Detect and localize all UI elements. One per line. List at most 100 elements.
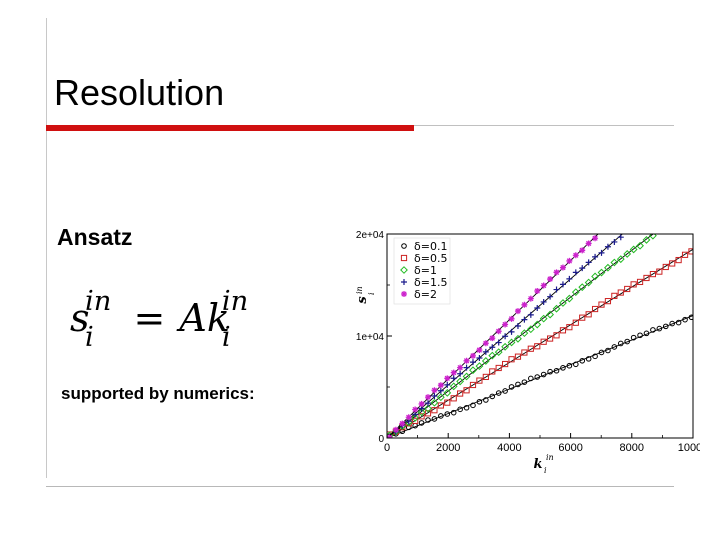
point-0-5-23 [534,343,541,350]
point-0-5-29 [572,319,579,326]
point-1-5-31 [585,259,592,266]
point-1-30 [578,283,587,292]
slide-frame-left [46,18,47,478]
point-0-5-28 [566,324,573,331]
x-tick-label-4: 8000 [620,442,644,454]
point-0-5-43 [662,263,669,271]
point-2-27 [559,264,566,271]
point-1-4 [411,413,420,422]
point-0-5-32 [591,305,599,313]
point-2-16 [489,335,496,342]
point-1-26 [552,304,561,313]
point-0-1-9 [444,411,451,417]
point-1-19 [507,338,516,347]
point-1-5-29 [572,269,579,276]
y-axis-label-sub: i [367,292,376,295]
point-0-1-14 [476,398,483,405]
point-1-25 [546,310,555,319]
point-0-5-30 [579,314,586,321]
legend-marker-4 [401,291,407,297]
point-0-5-47 [688,248,693,255]
point-0-1-27 [560,365,566,371]
point-0-5-35 [611,292,618,299]
x-tick-label-0: 0 [384,442,390,454]
point-0-1-25 [547,368,553,375]
point-0-5-33 [598,301,605,308]
point-2-2 [399,420,406,427]
point-1-31 [584,278,593,287]
point-0-5-27 [559,327,567,334]
point-0-1-13 [470,402,476,409]
point-1-5-11 [457,370,464,377]
point-1-12 [462,372,471,381]
point-0-1-11 [457,406,463,413]
point-2-22 [527,295,534,302]
point-2-29 [572,252,579,259]
point-0-1-8 [438,413,444,419]
point-1-5-36 [617,234,624,241]
point-2-5 [418,400,425,407]
point-0-1-12 [463,404,470,411]
point-0-5-45 [675,256,682,264]
formula: s in i = Ak in i [70,286,266,360]
point-0-1-31 [585,356,592,362]
point-1-34 [604,263,612,272]
point-1-5-26 [553,286,560,293]
point-1-10 [449,382,458,391]
legend-label-0: δ=0.1 [414,240,447,253]
point-2-1 [392,426,399,433]
point-1-41 [649,234,657,240]
formula-A: A [179,296,207,340]
point-1-5-22 [527,311,534,318]
point-1-5-35 [611,238,618,245]
point-0-1-15 [483,397,489,403]
point-0-5-19 [508,356,515,363]
legend-label-1: δ=0.5 [414,252,447,265]
formula-k: k [206,296,230,340]
point-1-18 [501,342,510,351]
point-0-5-13 [469,381,477,389]
fit-line-1-5 [387,234,624,438]
point-1-40 [642,236,651,244]
point-0-1-7 [431,416,438,422]
point-1-33 [597,268,606,277]
point-0-5-41 [649,270,657,278]
formula-rhs-sup: in [221,286,249,317]
point-2-19 [508,315,515,322]
point-2-13 [469,352,476,359]
point-0-5-8 [437,402,444,409]
point-2-0 [387,434,393,438]
point-0-1-35 [611,344,618,350]
point-0-1-18 [502,388,508,394]
point-0-5-37 [624,285,631,293]
support-text: supported by numerics: [61,384,255,403]
point-0-1-39 [637,332,643,339]
point-0-5-17 [495,364,502,372]
point-0-1-30 [579,357,586,364]
point-0-5-38 [630,281,637,288]
point-0-5-4 [412,417,419,424]
point-0-1-10 [450,409,457,416]
point-1-36 [616,255,625,264]
point-0-5-5 [418,413,425,420]
point-1-6 [424,404,432,413]
point-0-1-44 [669,320,675,327]
point-0-1-5 [418,420,425,426]
point-0-1-42 [656,325,663,332]
point-1-7 [430,398,439,407]
point-2-32 [592,235,599,242]
point-2-17 [495,328,502,335]
point-0-1-43 [662,323,669,330]
x-axis-label-sup: in [546,453,554,462]
point-1-1 [391,427,400,436]
point-0-5-6 [424,410,432,417]
point-0-5-31 [585,311,592,318]
scaling-chart: 020004000600080001000001e+042e+04kinisin… [340,190,700,482]
legend-marker-2 [400,266,408,274]
point-1-9 [443,388,452,397]
formula-lhs-sub: i [85,322,94,353]
point-2-10 [450,369,457,376]
point-0-5-46 [681,251,689,258]
point-1-39 [636,241,644,250]
y-axis-label-sup: in [355,286,364,294]
